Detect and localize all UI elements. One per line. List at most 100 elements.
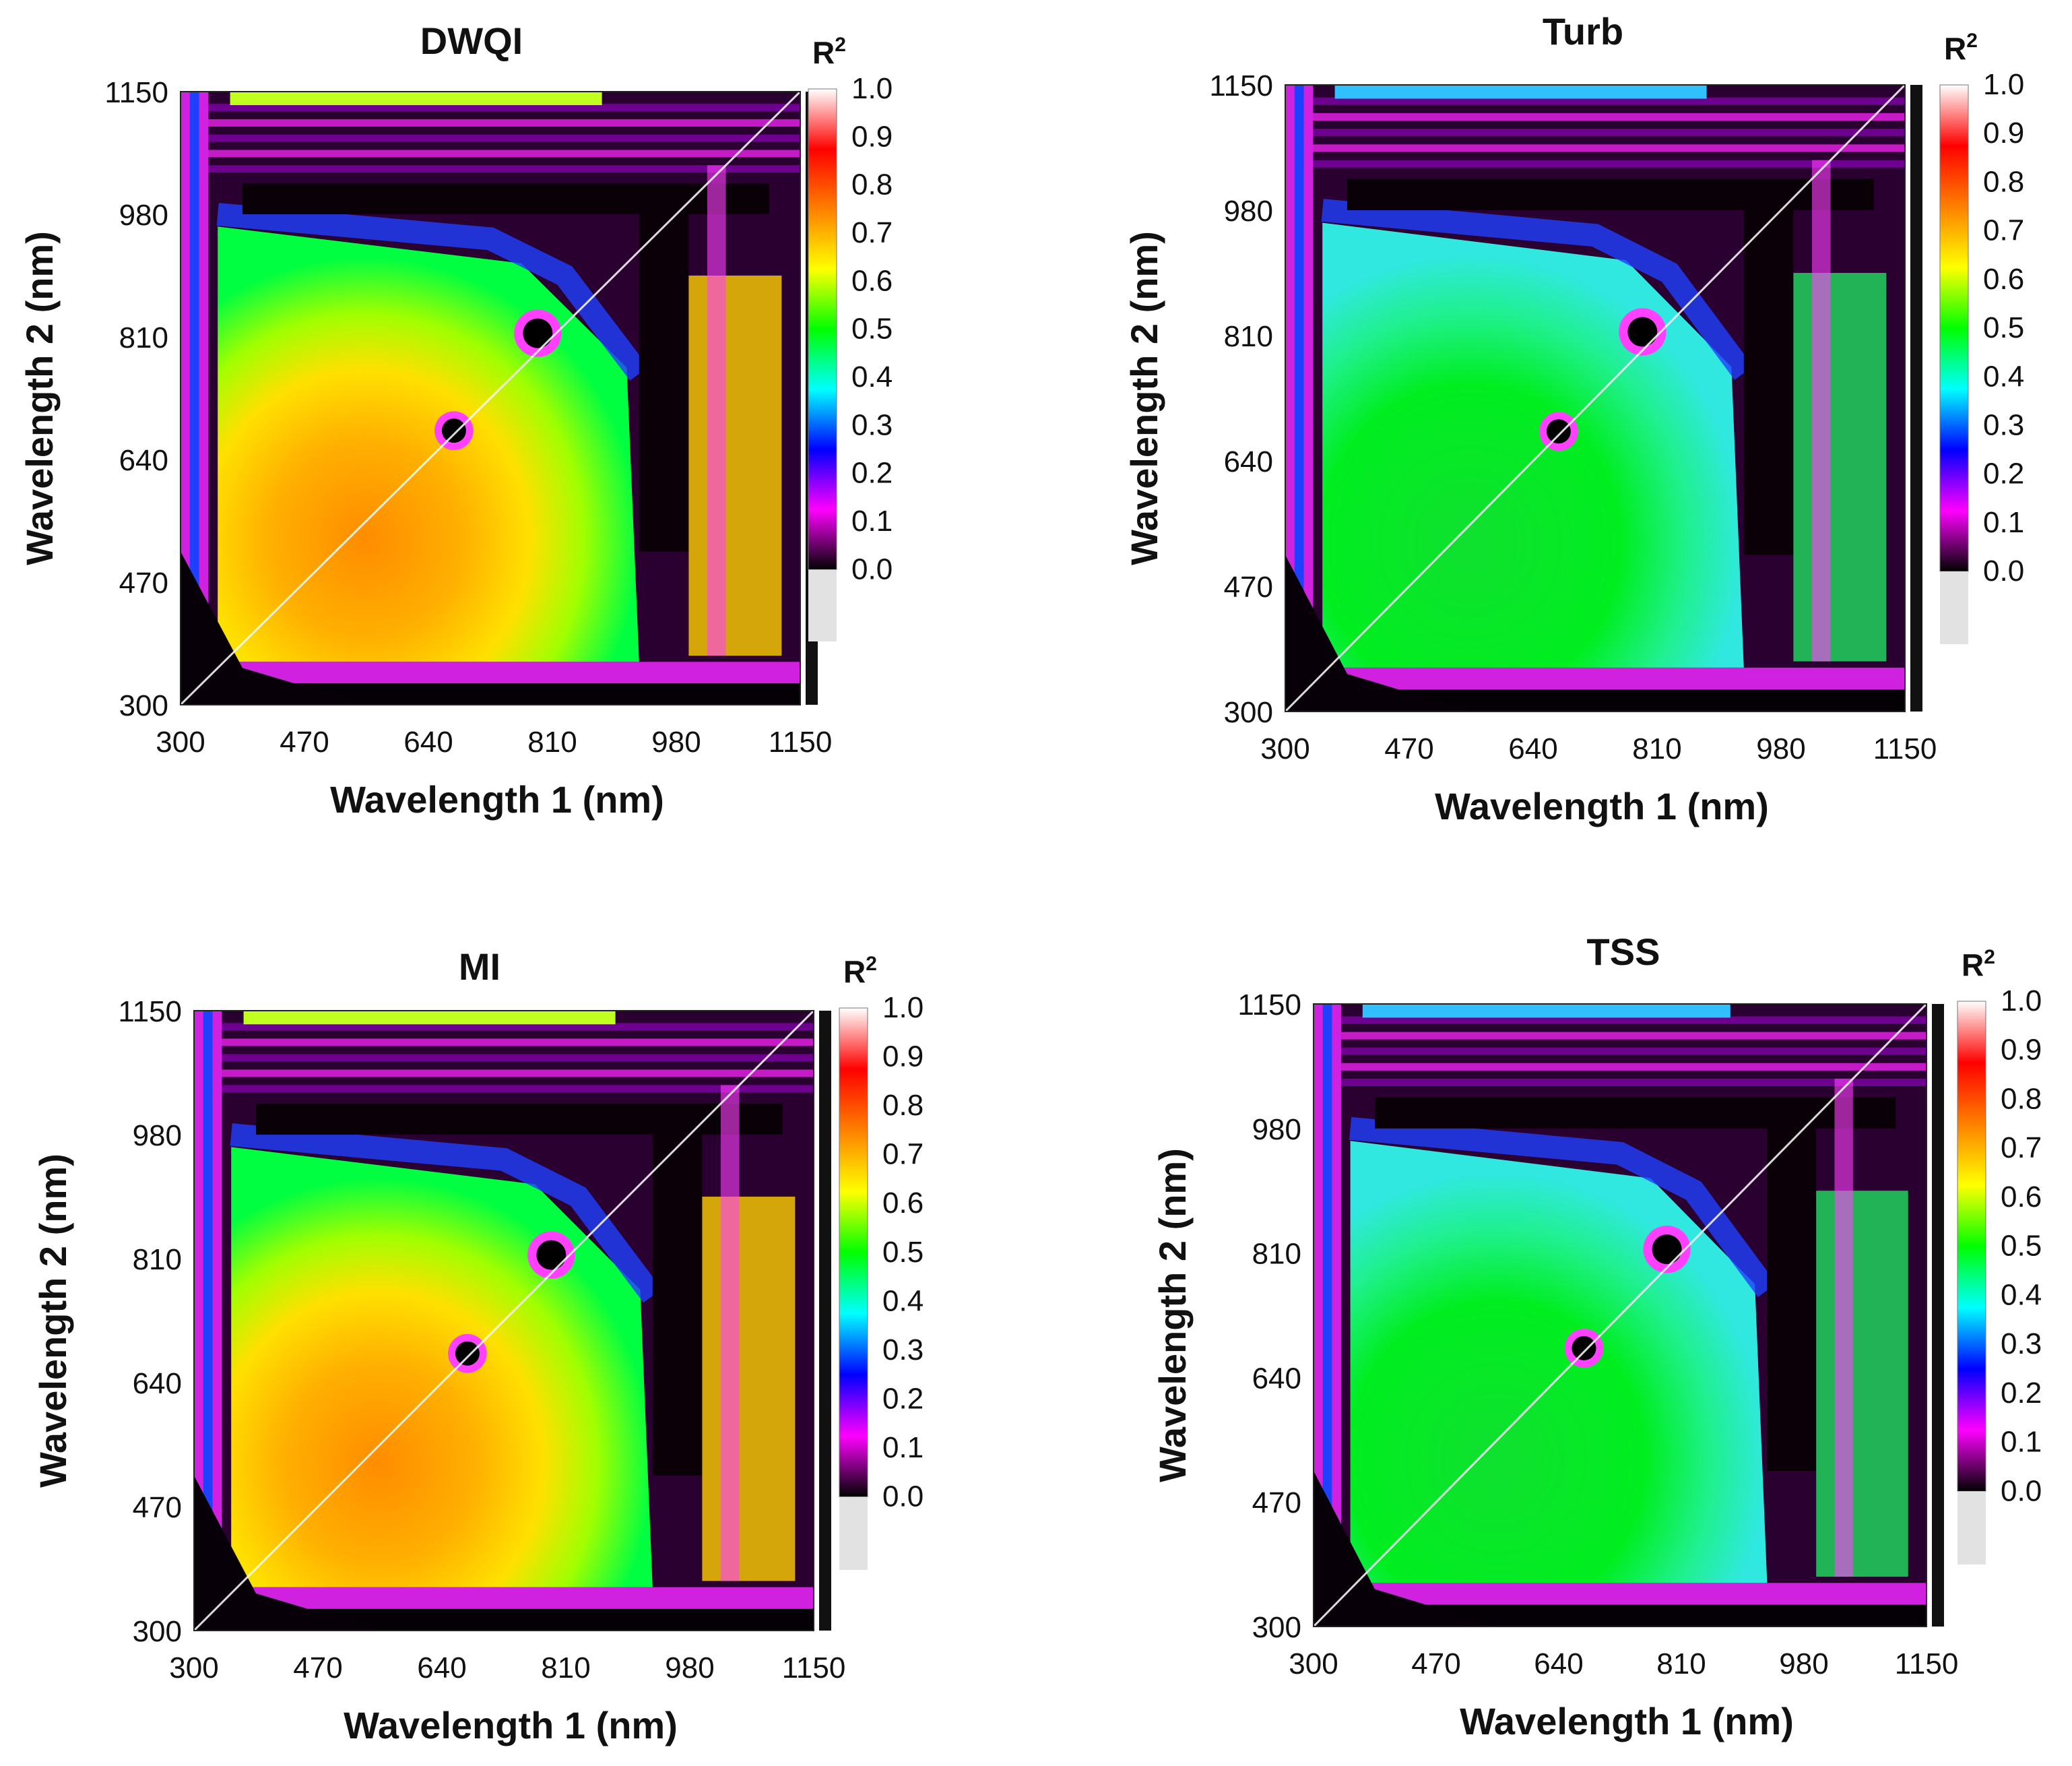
colorbar-tick-label: 0.7	[882, 1138, 924, 1171]
y-tick-label: 470	[119, 567, 168, 600]
y-tick-label: 810	[119, 321, 168, 354]
y-tick-label: 640	[1224, 445, 1273, 478]
colorbar-tick-label: 0.2	[2001, 1377, 2042, 1410]
y-tick-label: 810	[1224, 320, 1273, 353]
colorbar-tick-label: 0.1	[2001, 1426, 2042, 1459]
x-tick-label: 1150	[769, 726, 833, 759]
colorbar-tick-label: 0.7	[2001, 1131, 2042, 1164]
colorbar-tick-label: 0.9	[1983, 117, 2024, 150]
y-tick-label: 1150	[1209, 69, 1273, 102]
x-tick-label: 810	[527, 726, 577, 759]
x-tick-label: 300	[156, 726, 205, 759]
heatmap-panel-tss: 300 470 640 810 980 1150 300 470 640 810 980 1150 Wa…	[1151, 931, 2042, 1742]
chart-title: MI	[459, 945, 500, 988]
colorbar-tick-label: 0.2	[851, 457, 893, 490]
plot-frame	[180, 91, 801, 705]
colorbar-nodata	[839, 1496, 868, 1570]
colorbar-tick-label: 0.5	[851, 313, 893, 346]
colorbar-tick-label: 0.7	[851, 216, 893, 249]
x-tick-label: 300	[169, 1651, 218, 1684]
heatmap-image	[181, 92, 800, 705]
colorbar-tick-label: 0.1	[851, 505, 893, 538]
colorbar-tick-label: 0.6	[1983, 263, 2024, 296]
colorbar-tick-label: 0.4	[851, 360, 893, 393]
chart-title: Turb	[1543, 10, 1623, 53]
y-axis-label: Wavelength 2 (nm)	[1123, 231, 1165, 565]
colorbar-tick-label: 0.0	[851, 553, 893, 586]
colorbar-nodata	[808, 569, 837, 641]
y-tick-label: 1150	[118, 995, 182, 1028]
chart-title: DWQI	[420, 20, 523, 62]
colorbar-label: R2	[843, 953, 877, 989]
colorbar-tick-label: 1.0	[882, 991, 924, 1024]
y-axis-label: Wavelength 2 (nm)	[1151, 1148, 1194, 1482]
colorbar-tick-label: 0.0	[1983, 555, 2024, 588]
chart-title: TSS	[1587, 931, 1660, 973]
y-tick-label: 640	[133, 1367, 182, 1400]
colorbar-tick-label: 0.4	[1983, 360, 2024, 393]
colorbar-tick-label: 1.0	[2001, 984, 2042, 1017]
colorbar-tick-label: 0.8	[882, 1089, 924, 1122]
colorbar-tick-label: 0.8	[1983, 165, 2024, 198]
x-tick-label: 1150	[1895, 1647, 1959, 1680]
y-tick-label: 300	[1252, 1611, 1301, 1644]
separator-bar	[1932, 1004, 1944, 1627]
colorbar-tick-label: 0.8	[2001, 1082, 2042, 1115]
x-tick-label: 470	[293, 1651, 342, 1684]
colorbar-tick-label: 0.9	[882, 1040, 924, 1073]
colorbar	[1939, 84, 1969, 572]
colorbar	[839, 1007, 868, 1498]
plot-frame	[1285, 84, 1906, 712]
y-axis-label: Wavelength 2 (nm)	[18, 231, 61, 565]
colorbar	[1957, 1001, 1986, 1492]
colorbar-tick-label: 0.3	[1983, 408, 2024, 441]
x-tick-label: 810	[1656, 1647, 1706, 1680]
heatmap-panel-mi: 300 470 640 810 980 1150 300 470 640 810 980 1150 Wa…	[32, 945, 924, 1746]
y-tick-label: 300	[119, 689, 168, 722]
y-tick-label: 300	[1224, 696, 1273, 729]
x-tick-label: 980	[1756, 732, 1805, 765]
x-axis-label: Wavelength 1 (nm)	[1460, 1700, 1794, 1742]
heatmap-image	[194, 1011, 814, 1631]
heatmap-image	[1285, 85, 1905, 712]
colorbar-tick-label: 0.0	[882, 1480, 924, 1513]
y-tick-label: 980	[133, 1119, 182, 1152]
colorbar-label: R2	[1962, 946, 1995, 982]
x-tick-label: 300	[1260, 732, 1309, 765]
colorbar-tick-label: 0.1	[882, 1431, 924, 1464]
y-tick-label: 470	[133, 1491, 182, 1524]
y-tick-label: 640	[119, 444, 168, 477]
plot-frame	[193, 1010, 814, 1631]
x-tick-label: 640	[1508, 732, 1557, 765]
x-tick-label: 300	[1289, 1647, 1338, 1680]
colorbar-tick-label: 0.3	[2001, 1327, 2042, 1360]
x-tick-label: 980	[651, 726, 701, 759]
x-tick-label: 470	[280, 726, 329, 759]
colorbar-tick-label: 0.7	[1983, 214, 2024, 247]
separator-bar	[819, 1011, 831, 1631]
heatmap-image	[1314, 1004, 1927, 1627]
colorbar-tick-label: 0.8	[851, 168, 893, 201]
colorbar-tick-label: 0.6	[2001, 1180, 2042, 1213]
y-axis-label: Wavelength 2 (nm)	[32, 1154, 74, 1488]
colorbar	[808, 88, 837, 570]
colorbar-tick-label: 0.9	[2001, 1034, 2042, 1067]
x-tick-label: 980	[1779, 1647, 1828, 1680]
x-axis-label: Wavelength 1 (nm)	[1435, 785, 1769, 827]
y-tick-label: 980	[119, 199, 168, 232]
colorbar-tick-label: 0.5	[1983, 311, 2024, 344]
x-axis-label: Wavelength 1 (nm)	[344, 1704, 678, 1746]
colorbar-tick-label: 0.5	[2001, 1230, 2042, 1263]
y-tick-label: 470	[1224, 571, 1273, 604]
x-tick-label: 640	[417, 1651, 466, 1684]
colorbar-label: R2	[812, 34, 846, 70]
x-tick-label: 810	[1632, 732, 1681, 765]
colorbar-tick-label: 0.5	[882, 1236, 924, 1269]
y-tick-label: 300	[133, 1615, 182, 1648]
colorbar-tick-label: 0.0	[2001, 1474, 2042, 1507]
colorbar-tick-label: 0.6	[851, 264, 893, 297]
colorbar-tick-label: 0.9	[851, 120, 893, 153]
heatmap-panel-dwqi: 300 470 640 810 980 1150 300 470 640 810 980 1150 Wa…	[18, 20, 893, 821]
colorbar-tick-label: 1.0	[851, 72, 893, 105]
